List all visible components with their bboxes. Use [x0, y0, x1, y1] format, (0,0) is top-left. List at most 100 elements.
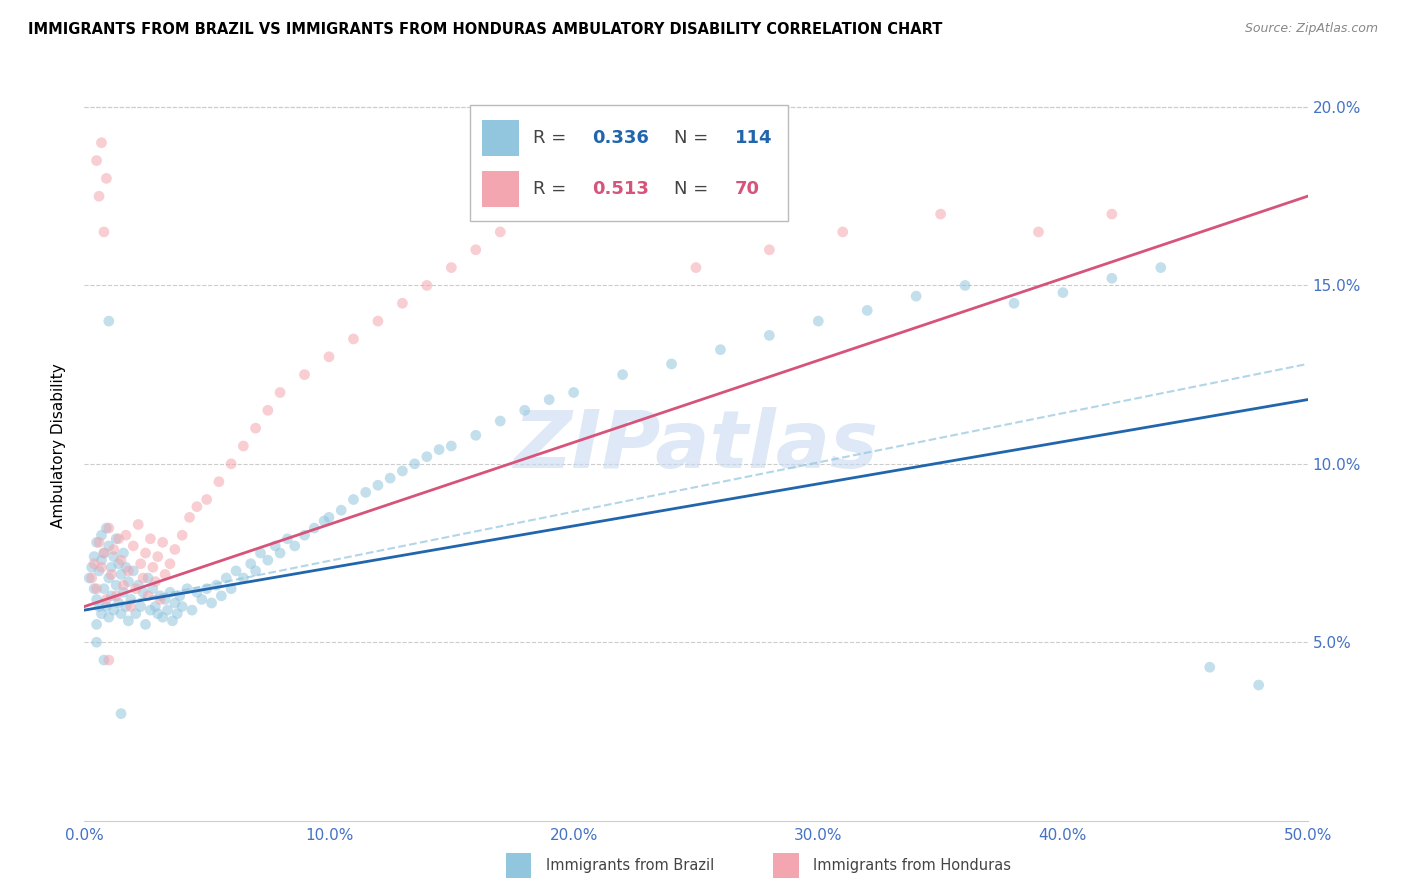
Point [90, 560, 112, 574]
FancyBboxPatch shape [470, 105, 787, 221]
Point [464, 243, 486, 257]
Point [953, 278, 976, 293]
Text: N =: N = [673, 179, 714, 198]
Point [139, 603, 162, 617]
Point [342, 492, 364, 507]
Point [103, 603, 125, 617]
Point [110, 607, 132, 621]
Point [107, 557, 129, 571]
Point [127, 578, 149, 592]
Point [685, 260, 707, 275]
Point [159, 557, 181, 571]
Point [132, 585, 155, 599]
Text: 0.336: 0.336 [592, 128, 650, 146]
Point [80, 560, 103, 574]
Point [120, 592, 142, 607]
Point [143, 574, 166, 589]
Point [416, 450, 439, 464]
Point [110, 706, 132, 721]
Point [219, 457, 242, 471]
Point [758, 243, 780, 257]
Point [905, 289, 928, 303]
Point [86, 617, 108, 632]
Point [96, 171, 118, 186]
Point [391, 296, 413, 310]
Point [416, 278, 439, 293]
Point [112, 585, 135, 599]
Point [513, 207, 536, 221]
Point [538, 189, 561, 203]
Point [97, 571, 120, 585]
Point [143, 599, 166, 614]
Point [149, 592, 172, 607]
Point [117, 574, 139, 589]
Point [1198, 660, 1220, 674]
Point [93, 546, 115, 560]
Point [172, 599, 194, 614]
Point [245, 564, 267, 578]
Point [152, 610, 174, 624]
Text: 0.513: 0.513 [592, 179, 650, 198]
Point [93, 582, 115, 596]
Point [100, 560, 122, 574]
Point [1150, 260, 1173, 275]
Point [404, 457, 426, 471]
Point [586, 153, 609, 168]
Point [215, 571, 238, 585]
Point [367, 314, 389, 328]
Point [122, 539, 145, 553]
Point [232, 571, 254, 585]
Point [209, 589, 232, 603]
Point [87, 599, 110, 614]
Point [96, 592, 118, 607]
Text: R =: R = [533, 179, 572, 198]
Point [304, 521, 326, 535]
Point [257, 403, 280, 417]
Point [264, 539, 287, 553]
Point [163, 596, 186, 610]
Point [87, 189, 110, 203]
Point [112, 578, 135, 592]
Point [284, 539, 307, 553]
Point [239, 557, 262, 571]
FancyBboxPatch shape [482, 120, 519, 155]
Text: N =: N = [673, 128, 714, 146]
Point [294, 368, 316, 382]
Point [107, 532, 129, 546]
Point [330, 503, 353, 517]
Point [142, 560, 165, 574]
Point [440, 260, 463, 275]
Point [166, 607, 188, 621]
Point [163, 542, 186, 557]
Point [661, 357, 683, 371]
Point [1247, 678, 1270, 692]
Point [1052, 285, 1074, 300]
Point [83, 582, 105, 596]
Point [97, 314, 120, 328]
Point [93, 546, 115, 560]
Point [120, 599, 142, 614]
Point [156, 603, 179, 617]
Text: 70: 70 [735, 179, 761, 198]
Point [100, 589, 122, 603]
Point [232, 439, 254, 453]
Point [440, 439, 463, 453]
Point [249, 546, 271, 560]
Point [97, 653, 120, 667]
Point [107, 596, 129, 610]
Point [112, 546, 135, 560]
Point [169, 589, 191, 603]
Text: IMMIGRANTS FROM BRAZIL VS IMMIGRANTS FROM HONDURAS AMBULATORY DISABILITY CORRELA: IMMIGRANTS FROM BRAZIL VS IMMIGRANTS FRO… [28, 22, 942, 37]
Point [200, 596, 222, 610]
Point [125, 607, 148, 621]
Text: R =: R = [533, 128, 572, 146]
Point [562, 385, 585, 400]
Point [153, 592, 176, 607]
Point [294, 528, 316, 542]
Point [105, 578, 128, 592]
Point [86, 582, 108, 596]
Point [314, 514, 336, 528]
Point [86, 153, 108, 168]
Point [97, 610, 120, 624]
Point [100, 567, 122, 582]
